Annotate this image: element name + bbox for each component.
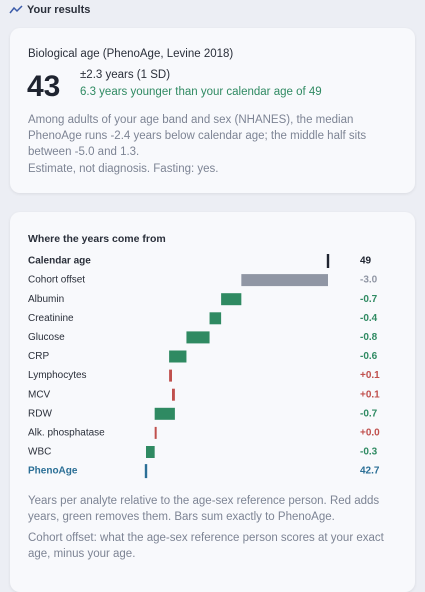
value-label: +0.1 (360, 389, 380, 400)
footnote: Years per analyte relative to the age-se… (28, 495, 380, 523)
row-label: RDW (28, 408, 52, 419)
row-label: Cohort offset (28, 275, 85, 286)
summary-card: Biological age (PhenoAge, Levine 2018) 4… (10, 28, 415, 193)
bar (241, 274, 328, 287)
description: Among adults of your age band and sex (N… (28, 114, 367, 158)
chart-card: Where the years come from Calendar age 49… (10, 212, 415, 592)
summary-title: Biological age (PhenoAge, Levine 2018) (28, 48, 234, 60)
total-marker (144, 464, 148, 479)
bar (169, 369, 172, 382)
value-label: -0.7 (360, 408, 378, 419)
chart-title: Where the years come from (28, 233, 166, 245)
note: Estimate, not diagnosis. Fasting: yes. (28, 163, 219, 175)
bar (209, 312, 222, 325)
bar (221, 293, 242, 306)
page: Your results Biological age (PhenoAge, L… (9, 4, 415, 592)
age-value: 43 (27, 70, 61, 103)
bar (154, 426, 157, 439)
value-label: +0.1 (360, 370, 380, 381)
waterfall-chart: Calendar age 49 Cohort offset -3.0 Albumin -0… (28, 254, 380, 479)
row-label: Calendar age (28, 256, 91, 267)
value-label: -0.8 (360, 332, 378, 343)
row-label: WBC (28, 447, 51, 458)
bar (146, 446, 155, 458)
trend-icon (9, 5, 23, 14)
value-label: 49 (360, 256, 372, 267)
sd: ±2.3 years (1 SD) (80, 69, 171, 81)
comparison: 6.3 years younger than your calendar age… (80, 86, 322, 98)
value-label: -0.3 (360, 447, 378, 458)
total-marker (326, 254, 330, 268)
value-label: 42.7 (360, 466, 380, 477)
row-label: MCV (28, 389, 51, 400)
row-label: Albumin (28, 294, 64, 305)
value-label: +0.0 (360, 428, 380, 439)
row-label: PhenoAge (28, 466, 78, 477)
bar (172, 388, 175, 401)
row-label: Lymphocytes (28, 370, 87, 381)
value-label: -0.7 (360, 294, 378, 305)
value-label: -0.6 (360, 351, 378, 362)
row-label: Alk. phosphatase (28, 428, 105, 439)
value-label: -3.0 (360, 275, 378, 286)
header-title: Your results (27, 4, 91, 16)
bar (169, 350, 187, 363)
bar (154, 407, 175, 420)
footnote: Cohort offset: what the age-sex referenc… (28, 532, 384, 560)
row-label: Creatinine (28, 313, 74, 324)
value-label: -0.4 (360, 313, 378, 324)
bar (186, 331, 210, 344)
row-label: CRP (28, 351, 49, 362)
row-label: Glucose (28, 332, 65, 343)
